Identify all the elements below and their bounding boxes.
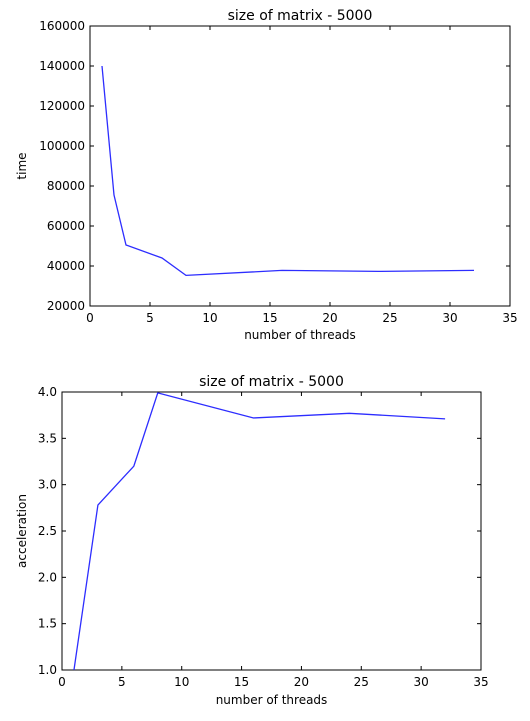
x-tick-label: 0: [58, 675, 66, 689]
chart-title: size of matrix - 5000: [228, 8, 373, 24]
x-tick-label: 35: [473, 675, 488, 689]
acceleration-chart: 0 5 10 15 20 25 30 35 1.0 1.5 2.0 2.5 3.0 3.5 4.0 size …: [15, 374, 489, 707]
y-tick-label: 40000: [47, 259, 85, 273]
y-tick-label: 3.5: [38, 431, 57, 445]
x-tick-label: 15: [262, 311, 277, 325]
x-tick-label: 30: [442, 311, 457, 325]
x-axis-label: number of threads: [216, 693, 328, 707]
x-tick-label: 35: [502, 311, 517, 325]
y-tick-label: 2.0: [38, 570, 57, 584]
x-tick-label: 25: [354, 675, 369, 689]
y-tick-label: 140000: [39, 59, 85, 73]
x-tick-label: 0: [86, 311, 94, 325]
y-tick-label: 4.0: [38, 385, 57, 399]
y-tick-label: 2.5: [38, 524, 57, 538]
x-tick-label: 5: [118, 675, 126, 689]
x-tick-label: 25: [382, 311, 397, 325]
y-tick-label: 1.0: [38, 663, 57, 677]
plot-frame: [89, 25, 511, 307]
x-tick-label: 30: [414, 675, 429, 689]
y-axis-label: acceleration: [15, 494, 29, 568]
y-tick-label: 120000: [39, 99, 85, 113]
y-tick-label: 100000: [39, 139, 85, 153]
y-tick-label: 3.0: [38, 478, 57, 492]
y-tick-label: 1.5: [38, 617, 57, 631]
series-line: [101, 65, 475, 277]
series-line: [73, 392, 446, 671]
y-axis-label: time: [15, 152, 29, 179]
x-tick-label: 10: [202, 311, 217, 325]
x-tick-label: 10: [174, 675, 189, 689]
chart-title: size of matrix - 5000: [199, 374, 344, 390]
y-tick-label: 80000: [47, 179, 85, 193]
x-tick-label: 20: [322, 311, 337, 325]
y-tick-label: 60000: [47, 219, 85, 233]
y-tick-label: 20000: [47, 299, 85, 313]
x-tick-label: 20: [294, 675, 309, 689]
x-tick-label: 15: [234, 675, 249, 689]
x-tick-label: 5: [146, 311, 154, 325]
plot-frame: [61, 391, 482, 671]
time-chart: 0 5 10 15 20 25 30 35 20000 40000 60000 80000 100000…: [15, 8, 518, 342]
x-axis-label: number of threads: [244, 328, 356, 342]
y-tick-label: 160000: [39, 19, 85, 33]
